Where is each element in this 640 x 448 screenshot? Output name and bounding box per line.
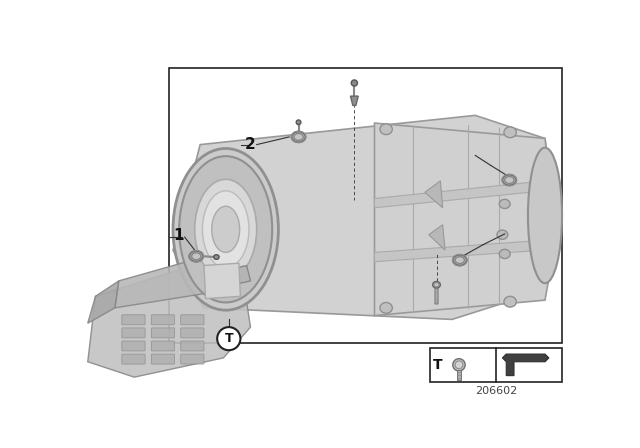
Ellipse shape <box>173 148 278 310</box>
Polygon shape <box>115 260 246 308</box>
Bar <box>458 370 461 380</box>
Ellipse shape <box>505 177 514 184</box>
Polygon shape <box>88 269 250 377</box>
Ellipse shape <box>504 127 516 138</box>
Ellipse shape <box>499 250 510 258</box>
FancyBboxPatch shape <box>151 315 175 325</box>
Ellipse shape <box>191 253 201 260</box>
Ellipse shape <box>189 251 204 262</box>
Polygon shape <box>351 96 358 105</box>
Ellipse shape <box>294 134 303 140</box>
FancyBboxPatch shape <box>122 354 145 364</box>
Ellipse shape <box>504 296 516 307</box>
Polygon shape <box>212 266 250 289</box>
Polygon shape <box>173 116 557 319</box>
Ellipse shape <box>380 302 392 313</box>
FancyBboxPatch shape <box>180 315 204 325</box>
FancyBboxPatch shape <box>122 315 145 325</box>
FancyBboxPatch shape <box>180 341 204 351</box>
Ellipse shape <box>497 230 508 239</box>
Polygon shape <box>502 354 549 375</box>
FancyBboxPatch shape <box>122 328 145 338</box>
Ellipse shape <box>499 199 510 208</box>
Ellipse shape <box>433 281 440 288</box>
Ellipse shape <box>195 179 257 280</box>
FancyBboxPatch shape <box>151 328 175 338</box>
Text: T: T <box>225 332 233 345</box>
Text: 206602: 206602 <box>475 386 517 396</box>
Ellipse shape <box>296 120 301 125</box>
Ellipse shape <box>528 148 562 283</box>
Polygon shape <box>425 181 443 208</box>
FancyBboxPatch shape <box>122 341 145 351</box>
Ellipse shape <box>202 191 249 268</box>
FancyBboxPatch shape <box>151 354 175 364</box>
FancyBboxPatch shape <box>180 354 204 364</box>
Ellipse shape <box>212 206 239 252</box>
Polygon shape <box>204 263 241 299</box>
Polygon shape <box>88 281 119 323</box>
Ellipse shape <box>434 283 439 287</box>
Ellipse shape <box>214 255 219 259</box>
Bar <box>430 348 562 382</box>
Text: 2: 2 <box>245 137 256 152</box>
Ellipse shape <box>452 255 467 266</box>
Polygon shape <box>374 181 545 208</box>
FancyBboxPatch shape <box>435 286 438 304</box>
Polygon shape <box>374 240 545 262</box>
Ellipse shape <box>380 124 392 134</box>
Ellipse shape <box>292 132 305 142</box>
Ellipse shape <box>455 361 463 369</box>
Ellipse shape <box>502 175 516 185</box>
Polygon shape <box>429 225 445 250</box>
FancyBboxPatch shape <box>180 328 204 338</box>
Ellipse shape <box>217 327 241 350</box>
Ellipse shape <box>452 359 465 371</box>
Text: T: T <box>433 358 443 372</box>
Text: 1: 1 <box>173 228 184 243</box>
Ellipse shape <box>351 80 358 86</box>
Bar <box>169 68 562 343</box>
FancyBboxPatch shape <box>151 341 175 351</box>
Ellipse shape <box>455 257 465 263</box>
Polygon shape <box>374 123 557 315</box>
Ellipse shape <box>179 156 272 302</box>
